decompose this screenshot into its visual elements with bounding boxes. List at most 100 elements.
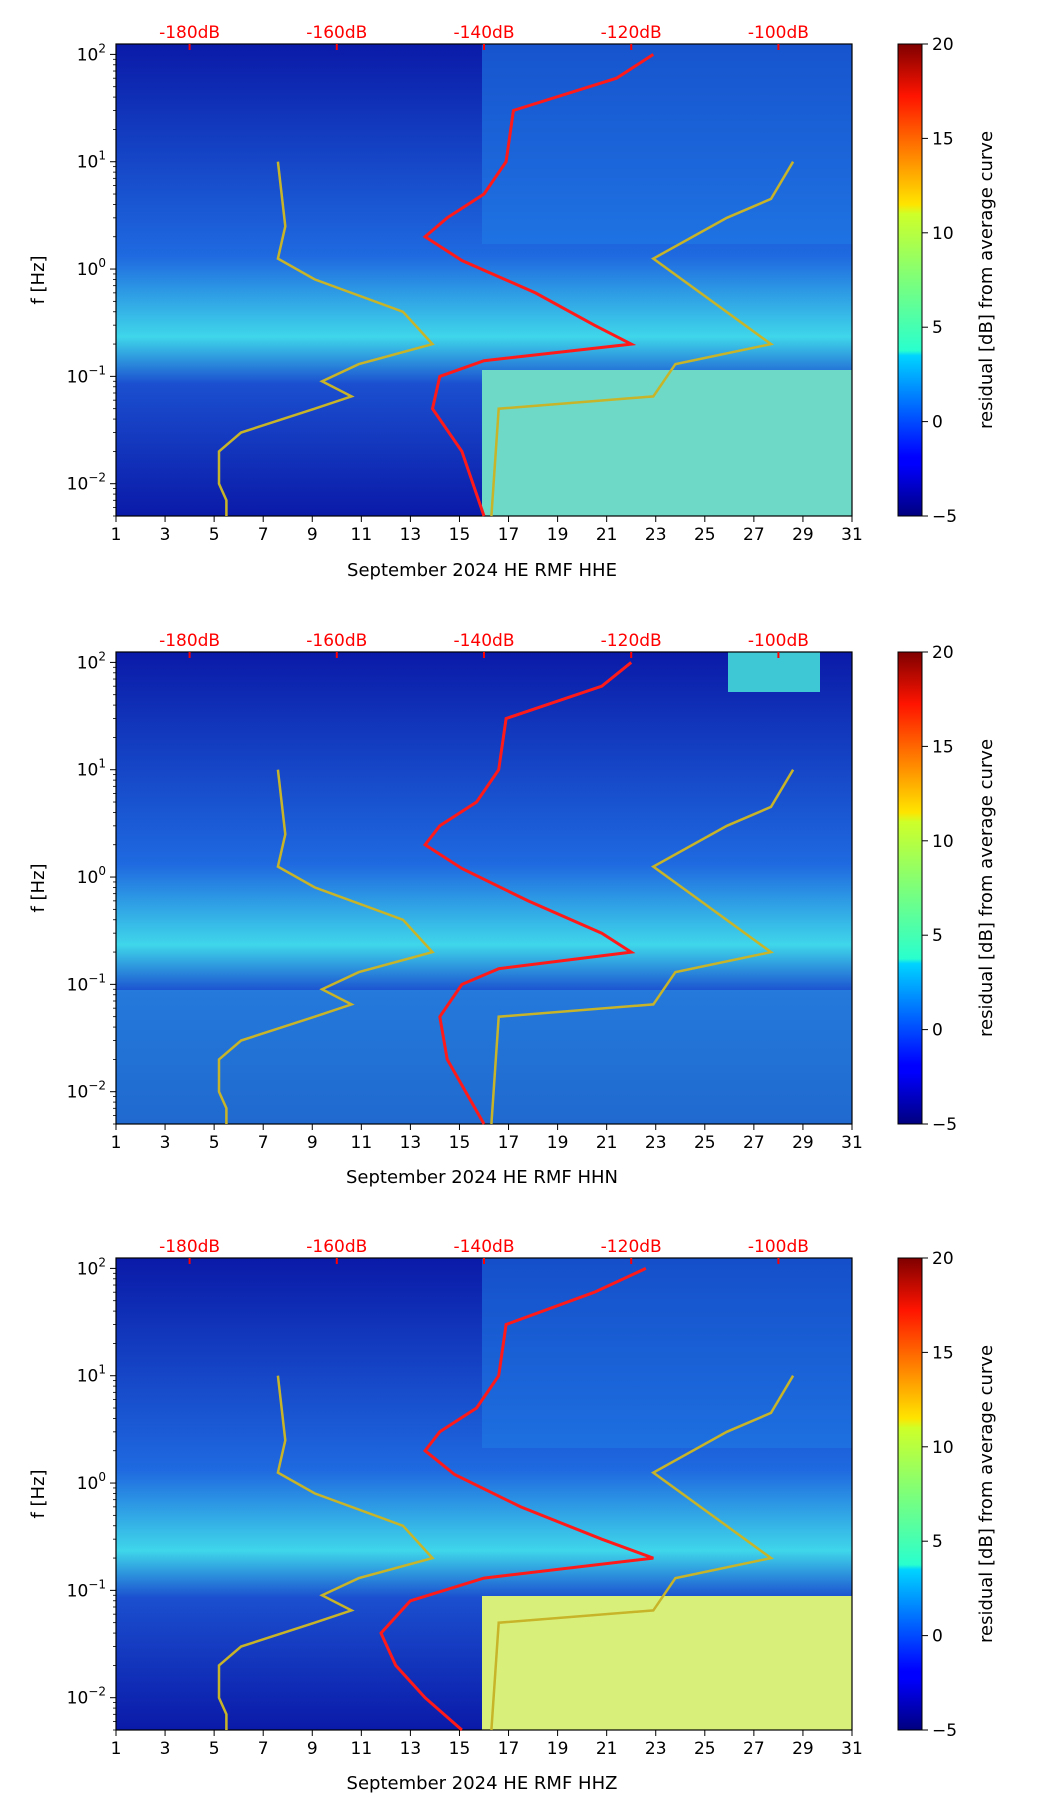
top-tick-label: -180dB (159, 1237, 220, 1257)
top-tick-label: -160dB (306, 1237, 367, 1257)
x-tick-label: 27 (743, 1133, 765, 1153)
top-axis-hhz: -180dB -160dB -140dB -120dB -100dB (159, 1237, 809, 1264)
x-tick-label: 1 (111, 525, 122, 545)
y-tick-label: 102 (77, 1255, 106, 1279)
x-tick-label: 13 (400, 525, 422, 545)
top-tick-label: -180dB (159, 23, 220, 43)
y-tick-label: 10−1 (67, 363, 106, 387)
x-tick-label: 19 (547, 1133, 569, 1153)
x-tick-label: 21 (596, 1133, 618, 1153)
y-axis-hhz: 102 101 100 10−1 10−2 (67, 1255, 116, 1731)
colorbar-tick-label: −5 (932, 1115, 957, 1135)
colorbar-tick-label: 10 (932, 832, 954, 852)
colorbar-tick-label: 20 (932, 35, 954, 55)
x-axis-hhe: 1 3 5 7 9 11 13 15 17 19 21 23 25 27 29 31 (111, 516, 863, 545)
spectrogram-low-band-hhz (482, 1596, 852, 1730)
x-tick-label: 9 (307, 1739, 318, 1759)
x-tick-label: 11 (351, 525, 373, 545)
yellow-curve-high-hhe (490, 161, 795, 517)
y-axis-hhn: 102 101 100 10−1 10−2 (67, 649, 116, 1125)
colorbar-tick-label: 5 (932, 318, 943, 338)
colorbar-hhn (897, 651, 923, 1125)
y-tick-label: 102 (77, 649, 106, 673)
x-tick-label: 5 (209, 1133, 220, 1153)
colorbar-tick-label: 20 (932, 1249, 954, 1269)
y-tick-label: 101 (77, 757, 106, 781)
x-tick-label: 13 (400, 1739, 422, 1759)
top-tick-label: -140dB (453, 631, 514, 651)
colorbar-hhe (897, 43, 923, 517)
x-tick-label: 21 (596, 1739, 618, 1759)
x-tick-label: 27 (743, 1739, 765, 1759)
y-label-hhe: f [Hz] (28, 255, 49, 304)
top-tick-label: -120dB (601, 1237, 662, 1257)
colorbar-tick-label: 20 (932, 643, 954, 663)
colorbar-tick-label: 0 (932, 1627, 943, 1647)
colorbar-tick-label: 15 (932, 129, 954, 149)
x-tick-label: 11 (351, 1739, 373, 1759)
top-tick-label: -160dB (306, 631, 367, 651)
x-tick-label: 19 (547, 1739, 569, 1759)
x-tick-label: 1 (111, 1739, 122, 1759)
top-tick-label: -100dB (748, 631, 809, 651)
x-tick-label: 3 (160, 525, 171, 545)
y-tick-label: 100 (77, 1470, 106, 1494)
x-tick-label: 27 (743, 525, 765, 545)
yellow-curve-hhz (217, 1375, 435, 1730)
panel-hhn: 1 3 5 7 9 11 13 15 17 19 21 23 25 27 29 31 10210110010−… (28, 631, 997, 1188)
y-label-hhz: f [Hz] (28, 1469, 49, 1518)
x-tick-label: 9 (307, 525, 318, 545)
y-tick-label: 10−2 (67, 471, 106, 495)
x-tick-label: 17 (498, 1133, 520, 1153)
x-tick-label: 29 (792, 1133, 814, 1153)
x-tick-label: 5 (209, 1739, 220, 1759)
colorbar-tick-label: −5 (932, 1721, 957, 1741)
x-tick-label: 31 (841, 1133, 863, 1153)
y-tick-label: 100 (77, 256, 106, 280)
x-tick-label: 31 (841, 1739, 863, 1759)
colorbar-tick-label: 10 (932, 224, 954, 244)
colorbar-tick-label: 5 (932, 926, 943, 946)
x-tick-label: 17 (498, 525, 520, 545)
colorbar-ticks-hhz: 20 15 10 5 0 −5 (922, 1249, 957, 1741)
x-label-hhz: September 2024 HE RMF HHZ (347, 1773, 618, 1794)
x-tick-label: 21 (596, 525, 618, 545)
x-tick-label: 9 (307, 1133, 318, 1153)
colorbar-ticks-hhn: 20 15 10 5 0 −5 (922, 643, 957, 1135)
spectrogram-high-band-hhz (482, 1258, 852, 1448)
x-tick-label: 29 (792, 525, 814, 545)
x-tick-label: 3 (160, 1133, 171, 1153)
spectrogram-high-band-hhe (482, 44, 852, 244)
top-tick-label: -140dB (453, 23, 514, 43)
y-tick-label: 102 (77, 41, 106, 65)
x-tick-label: 15 (449, 525, 471, 545)
top-tick-label: -120dB (601, 631, 662, 651)
x-tick-label: 31 (841, 525, 863, 545)
colorbar-tick-label: 15 (932, 737, 954, 757)
x-tick-label: 15 (449, 1133, 471, 1153)
x-tick-label: 11 (351, 1133, 373, 1153)
spectrogram-low-band-hhe (482, 370, 852, 516)
x-tick-label: 7 (258, 525, 269, 545)
yellow-curve-high-hhn (490, 769, 795, 1125)
colorbar-tick-label: 0 (932, 413, 943, 433)
y-tick-label: 10−2 (67, 1079, 106, 1103)
y-tick-label: 101 (77, 1363, 106, 1387)
y-tick-label: 10−2 (67, 1685, 106, 1709)
x-tick-label: 7 (258, 1739, 269, 1759)
top-tick-label: -100dB (748, 23, 809, 43)
x-axis-hhn: 1 3 5 7 9 11 13 15 17 19 21 23 25 27 29 31 (111, 1124, 863, 1153)
colorbar-hhz (897, 1257, 923, 1731)
y-tick-label: 100 (77, 864, 106, 888)
y-tick-label: 10−1 (67, 1577, 106, 1601)
spectrogram-high-band-hhn (728, 652, 820, 692)
colorbar-tick-label: −5 (932, 507, 957, 527)
y-axis-hhe: 102 101 100 10−1 10−2 (67, 41, 116, 517)
yellow-curve-high-hhz (490, 1375, 795, 1731)
top-tick-label: -160dB (306, 23, 367, 43)
x-tick-label: 17 (498, 1739, 520, 1759)
x-axis-hhz: 1 3 5 7 9 11 13 15 17 19 21 23 25 27 29 31 (111, 1730, 863, 1759)
x-tick-label: 1 (111, 1133, 122, 1153)
top-tick-label: -140dB (453, 1237, 514, 1257)
